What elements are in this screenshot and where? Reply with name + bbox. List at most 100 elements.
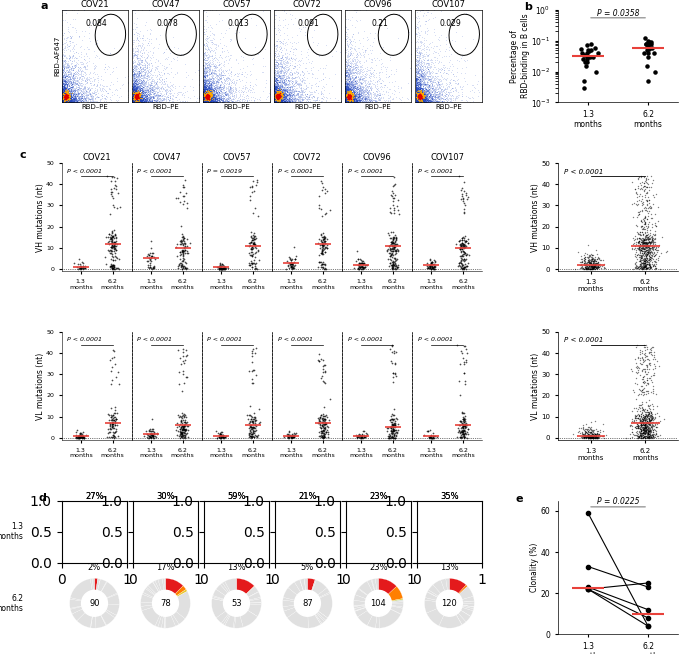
Point [354,86,365,97]
Point [132,82,142,92]
Point [366,82,377,92]
Point [595,255,606,266]
Point [275,43,286,53]
Point [214,80,225,91]
Point [413,82,424,92]
Point [203,93,214,103]
Point [181,419,192,429]
Point [61,88,72,99]
Point [56,87,67,97]
Point [58,61,68,72]
Point [410,82,421,92]
Point [589,258,600,269]
Point [388,172,399,182]
Point [420,73,431,84]
Point [67,90,78,100]
Point [145,84,155,95]
Point [169,54,180,64]
Point [136,82,147,93]
Point [644,408,655,419]
Point [204,61,215,72]
Point [200,92,211,103]
Point [270,88,281,99]
Point [423,85,434,95]
Point [341,97,352,107]
Point [151,73,162,84]
Point [653,216,664,226]
Point [127,91,138,101]
Point [416,92,427,102]
Point [70,92,81,103]
Point [274,69,285,80]
Point [427,71,438,82]
Point [414,90,425,101]
Point [66,93,77,103]
Point [316,420,327,430]
Point [277,71,288,82]
Point [61,90,72,101]
Point [58,97,68,107]
Point [273,96,284,107]
Point [108,262,119,273]
Point [58,92,69,102]
Point [340,94,351,105]
Point [203,86,214,96]
Point [206,67,216,78]
Point [641,432,652,442]
Point [95,97,106,107]
Point [57,94,68,104]
Point [342,89,353,99]
Point [198,95,209,105]
Point [140,59,151,69]
Point [57,95,68,106]
Point [341,5,352,15]
Point [345,79,356,90]
Point [62,94,73,105]
Point [61,95,72,106]
Point [271,89,282,99]
Point [283,96,294,107]
Point [62,97,73,107]
Point [198,97,209,107]
Point [57,88,68,99]
Point [201,95,212,105]
Point [416,92,427,103]
Point [345,94,356,105]
Point [128,92,139,102]
Point [590,260,601,271]
Point [340,91,351,101]
Point [198,95,209,105]
Point [388,414,399,424]
Point [65,97,76,108]
Point [412,82,423,92]
Point [345,82,356,93]
Point [462,54,473,65]
Point [128,93,139,103]
Point [201,94,212,104]
Point [278,96,289,107]
Point [632,237,643,248]
Point [202,95,213,106]
Point [340,96,351,107]
Point [387,239,398,250]
Point [90,87,101,97]
Point [340,94,351,104]
Point [388,425,399,436]
Point [198,87,209,97]
Point [412,87,423,97]
Point [276,37,287,47]
Point [346,92,357,103]
Point [411,89,422,99]
Point [269,83,280,94]
Point [246,258,257,268]
Point [158,90,169,101]
Point [271,92,282,103]
Point [638,239,649,249]
Point [201,86,212,97]
Point [349,91,360,101]
Point [279,92,290,102]
Point [64,92,75,103]
Point [59,84,70,94]
Point [411,93,422,103]
Point [59,82,70,92]
